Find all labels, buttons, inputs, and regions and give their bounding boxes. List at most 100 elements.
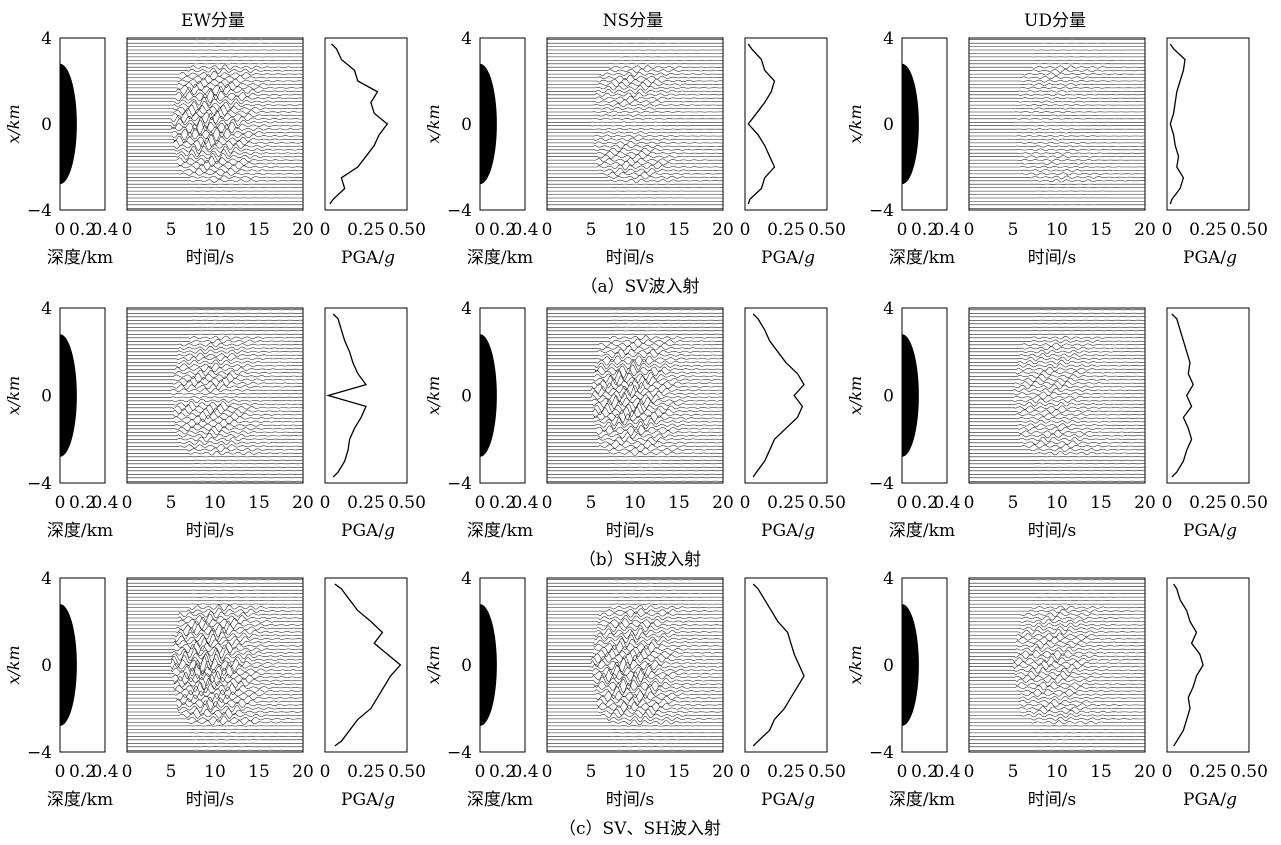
- basin-shape: [60, 63, 77, 185]
- y-axis-label: x/km: [424, 376, 443, 415]
- waveform-trace: [547, 450, 724, 456]
- waveform-trace: [547, 621, 724, 629]
- depth-axis-label: 深度/km: [467, 790, 533, 810]
- time-tick-label: 15: [668, 220, 690, 240]
- waveform-trace: [969, 416, 1146, 421]
- waveform-trace: [127, 674, 303, 687]
- waveform-trace: [969, 608, 1145, 614]
- pga-axis-label: PGA/g: [761, 248, 815, 268]
- pga-axis-label-var: g: [1226, 248, 1237, 268]
- pga-frame: [1166, 37, 1250, 211]
- waveform-trace: [127, 342, 303, 348]
- depth-tick-label: 0: [897, 220, 908, 240]
- pga-axis-label-var: g: [804, 790, 815, 810]
- waveform-trace: [127, 160, 304, 168]
- time-axis-label: 时间/s: [1028, 790, 1076, 810]
- traces-group: [547, 39, 724, 209]
- waveform-trace: [969, 349, 1146, 354]
- y-tick-label: 4: [41, 29, 52, 49]
- waveform-trace: [127, 607, 304, 615]
- time-tick-label: 20: [712, 493, 734, 513]
- time-tick-label: 15: [668, 762, 690, 782]
- pga-axis-label-prefix: PGA/: [761, 790, 804, 810]
- waveform-trace: [127, 603, 303, 605]
- row-caption: （c）SV、SH波入射: [559, 819, 721, 839]
- waveform-trace: [547, 413, 724, 424]
- y-tick-label: 0: [461, 656, 472, 676]
- y-axis-label-group: x/km: [4, 645, 23, 684]
- waveform-trace: [127, 647, 303, 659]
- pga-profile-line: [1169, 43, 1186, 205]
- waveform-trace: [547, 378, 724, 389]
- row-caption: （a）SV波入射: [580, 277, 699, 297]
- y-axis-label: x/km: [846, 645, 865, 684]
- column-title-2: UD分量: [1024, 11, 1086, 31]
- waveform-trace: [969, 395, 1145, 400]
- pga-axis-label-prefix: PGA/: [341, 521, 384, 541]
- waveform-trace: [127, 398, 303, 403]
- pga-axis-label-prefix: PGA/: [761, 521, 804, 541]
- traces-frame: [546, 577, 724, 753]
- pga-profile-line: [747, 43, 776, 205]
- y-axis-label: x/km: [424, 645, 443, 684]
- waveform-trace: [127, 656, 304, 670]
- time-tick-label: 5: [1008, 493, 1019, 513]
- waveform-trace: [969, 419, 1146, 424]
- waveform-trace: [127, 383, 304, 391]
- waveform-trace: [547, 637, 724, 647]
- waveform-trace: [547, 627, 724, 636]
- waveform-trace: [547, 399, 724, 409]
- waveform-trace: [127, 349, 304, 355]
- time-tick-label: 10: [1046, 220, 1068, 240]
- y-axis-label-group: x/km: [846, 376, 865, 415]
- waveform-trace: [969, 656, 1146, 664]
- waveform-trace: [969, 612, 1146, 617]
- waveform-trace: [547, 65, 723, 70]
- traces-group: [547, 309, 724, 482]
- pga-tick-label: 0.25: [347, 762, 385, 782]
- depth-tick-label: 0: [475, 762, 486, 782]
- waveform-trace: [969, 405, 1146, 411]
- waveform-trace: [969, 663, 1146, 671]
- waveform-trace: [547, 367, 724, 379]
- waveform-trace: [127, 450, 303, 456]
- waveform-trace: [547, 114, 723, 117]
- waveform-trace: [547, 402, 724, 414]
- waveform-trace: [969, 646, 1146, 652]
- waveform-trace: [547, 385, 724, 396]
- traces-frame: [968, 577, 1146, 753]
- pga-tick-label: 0: [320, 762, 331, 782]
- pga-tick-label: 0.50: [1230, 493, 1268, 513]
- waveform-trace: [547, 77, 724, 84]
- column-title-1: NS分量: [603, 11, 664, 31]
- depth-tick-label: 0.2: [489, 493, 516, 513]
- waveform-trace: [127, 650, 303, 663]
- time-tick-label: 0: [542, 220, 553, 240]
- waveform-trace: [969, 659, 1146, 668]
- pga-tick-label: 0.25: [1189, 762, 1227, 782]
- waveform-trace: [127, 667, 304, 680]
- depth-tick-label: 0.4: [933, 493, 960, 513]
- waveform-trace: [969, 709, 1145, 715]
- waveform-trace: [969, 148, 1145, 151]
- waveform-trace: [547, 103, 724, 107]
- depth-tick-label: 0.4: [91, 220, 118, 240]
- time-tick-label: 5: [586, 493, 597, 513]
- pga-axis-label-var: g: [1226, 790, 1237, 810]
- time-tick-label: 10: [1046, 762, 1068, 782]
- waveform-trace: [127, 689, 304, 700]
- waveform-trace: [127, 86, 304, 96]
- waveform-trace: [969, 83, 1145, 86]
- waveform-trace: [127, 644, 304, 655]
- pga-tick-label: 0.50: [808, 762, 846, 782]
- waveform-trace: [547, 85, 723, 91]
- depth-axis-label: 深度/km: [47, 521, 113, 541]
- waveform-trace: [547, 719, 724, 726]
- waveform-trace: [127, 400, 303, 408]
- waveform-trace: [127, 366, 304, 373]
- waveform-trace: [547, 131, 723, 134]
- time-tick-label: 10: [204, 762, 226, 782]
- time-tick-label: 0: [122, 493, 133, 513]
